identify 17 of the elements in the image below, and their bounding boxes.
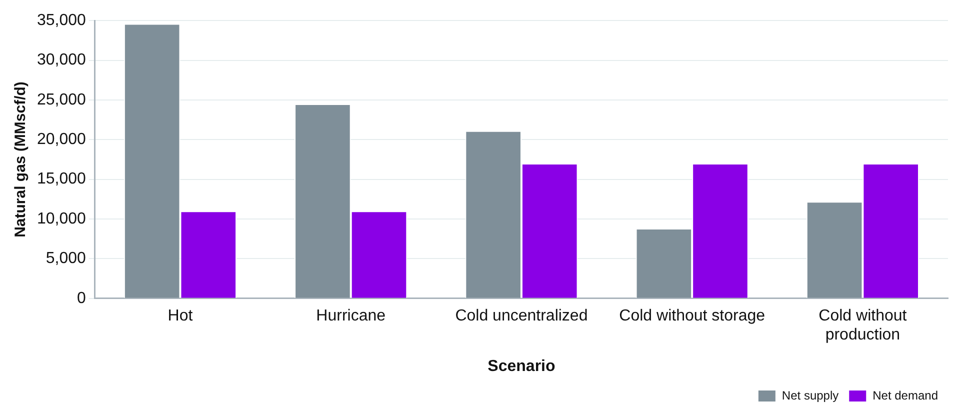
- y-tick-label: 35,000: [37, 12, 86, 30]
- x-tick-label: Hurricane: [316, 307, 386, 324]
- x-tick-label: Hot: [168, 307, 194, 324]
- y-tick-label: 0: [77, 290, 86, 307]
- legend-label: Net supply: [782, 388, 839, 402]
- x-tick-label: Cold uncentralized: [455, 307, 588, 324]
- x-tick-label: Cold without storage: [619, 307, 766, 324]
- x-axis-title: Scenario: [488, 358, 556, 375]
- x-tick-label: Cold without production: [818, 307, 908, 344]
- y-tick-label: 25,000: [37, 91, 86, 108]
- legend-label: Net demand: [872, 388, 938, 402]
- y-tick-label: 10,000: [37, 210, 86, 228]
- y-tick-label: 20,000: [37, 131, 86, 148]
- y-axis-title: Natural gas (MMscf/d): [12, 82, 30, 238]
- y-tick-label: 15,000: [37, 170, 86, 188]
- y-tick-label: 30,000: [37, 52, 86, 69]
- y-tick-label: 5,000: [46, 250, 86, 268]
